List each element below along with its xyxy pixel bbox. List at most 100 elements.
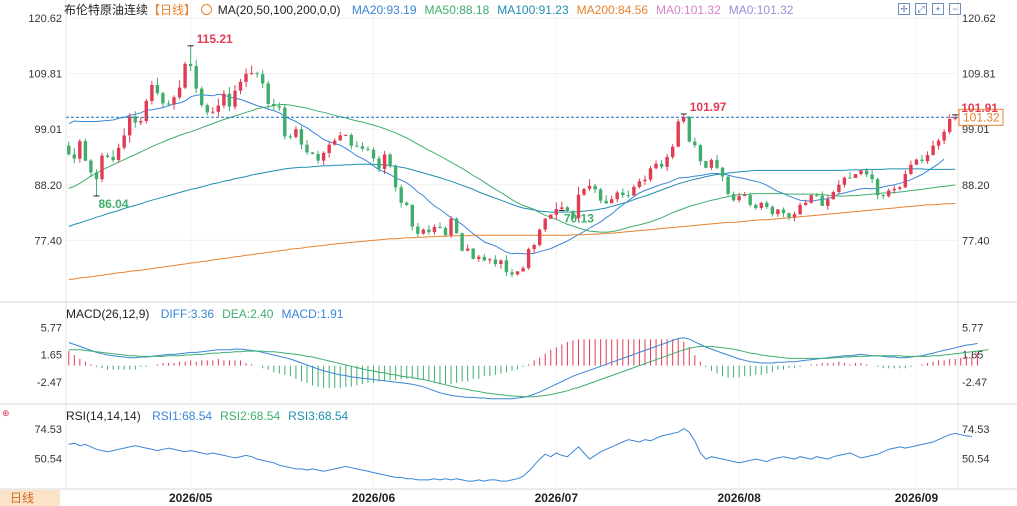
candle-body [316,153,320,161]
price-tick-left: 88.20 [34,180,62,192]
ma-values: MA20:93.19 MA50:88.18 MA100:91.23 MA200:84.… [344,3,794,17]
sync-icon[interactable]: ⊕ [2,408,10,418]
candle-body [416,226,420,234]
candle-body [349,134,353,146]
rsi-header: RSI(14,14,14) RSI1:68.54 RSI2:68.54 RSI3:6… [66,409,348,423]
candle-body [377,158,381,169]
instrument-name[interactable]: 布伦特原油连续 [64,3,149,17]
candle-body [288,136,293,138]
rsi-line [68,428,972,482]
price-tick-right: 109.81 [962,69,996,81]
candle-body [200,88,204,106]
crosshair-icon[interactable]: ✛ [898,3,910,15]
candle-body [892,188,896,191]
candle-body [659,163,664,167]
candle-body [78,141,82,159]
ma-indicator-label[interactable]: MA(20,50,100,200,0,0) [217,3,341,17]
candle-body [776,209,780,215]
period-badge[interactable]: 日线 [0,490,60,506]
candle-body [283,107,287,137]
candle-body [427,229,431,233]
price-tick-left: 77.40 [34,235,62,247]
rsi-tick-left: 50.54 [34,453,62,465]
candle-body [405,202,409,205]
candle-body [399,187,403,203]
last-price-label: 101.32 [963,110,1000,124]
candle-body [604,200,608,204]
candle-body [759,202,763,208]
ma-value: MA200:84.56 [576,3,649,17]
candle-body [765,202,769,207]
candle-body [676,121,680,147]
candle-body [355,145,359,147]
candle-body [903,174,907,188]
candle-body [194,66,198,89]
candle-body [466,248,470,251]
candle-body [543,218,547,230]
expand-icon[interactable]: ⤢ [915,3,927,15]
period-badge-label: 日线 [10,491,35,505]
rsi-tick-right: 50.54 [962,453,990,465]
rsi-values: RSI1:68.54 RSI2:68.54 RSI3:68.54 [144,409,348,423]
price-tick-right: 99.01 [962,124,990,136]
candle-body [371,149,376,159]
candle-body [443,228,448,236]
settings-icon[interactable] [201,4,213,15]
candle-body [321,152,326,161]
candle-body [393,165,398,188]
candle-body [887,190,891,197]
candle-body [953,117,957,119]
candle-body [410,204,414,227]
candle-body [682,116,686,122]
rsi-label[interactable]: RSI(14,14,14) [66,409,141,423]
rsi-tick-right: 74.53 [962,424,990,436]
candle-body [327,144,331,153]
candle-body [244,73,248,82]
candle-body [277,106,281,108]
candle-body [815,195,819,197]
candle-body [216,105,220,112]
candle-body [621,192,625,196]
candle-body [820,195,824,206]
candle-body [626,195,630,197]
candle-body [294,129,298,137]
candle-body [654,163,658,169]
candle-body [615,192,619,200]
rsi-value: RSI1:68.54 [152,409,213,423]
macd-line-diff [68,337,978,400]
rsi-value: RSI3:68.54 [288,409,349,423]
candle-body [83,141,88,161]
candle-body [731,194,736,201]
candle-body [382,154,387,169]
candle-body [510,272,514,275]
high-annotation: 115.21 [197,32,233,46]
candle-body [89,160,93,173]
candle-body [360,146,365,149]
ma-value: MA50:88.18 [424,3,490,17]
candle-body [310,152,315,154]
candle-body [665,157,669,167]
zoom-out-icon[interactable]: − [949,3,961,15]
candle-body [875,179,880,196]
period-label[interactable]: 【日线】 [148,3,197,17]
candle-body [299,129,304,145]
candle-body [521,268,525,272]
candle-body [133,116,137,123]
candle-body [715,160,719,168]
candle-body [565,207,570,211]
candle-body [598,189,603,201]
candle-body [842,177,847,185]
candle-body [155,85,160,94]
candle-body [936,140,941,146]
candle-body [150,85,154,101]
zoom-in-icon[interactable]: + [932,3,944,15]
macd-value: DIFF:3.36 [160,307,215,321]
macd-header: MACD(26,12,9) DIFF:3.36 DEA:2.40 MACD:1.91 [66,307,343,321]
ma-value: MA100:91.23 [497,3,569,17]
candle-body [720,167,725,177]
macd-label[interactable]: MACD(26,12,9) [66,307,150,321]
macd-tick-right: -2.47 [962,377,987,389]
high-annotation: 101.91 [961,101,998,115]
candle-body [942,131,946,141]
